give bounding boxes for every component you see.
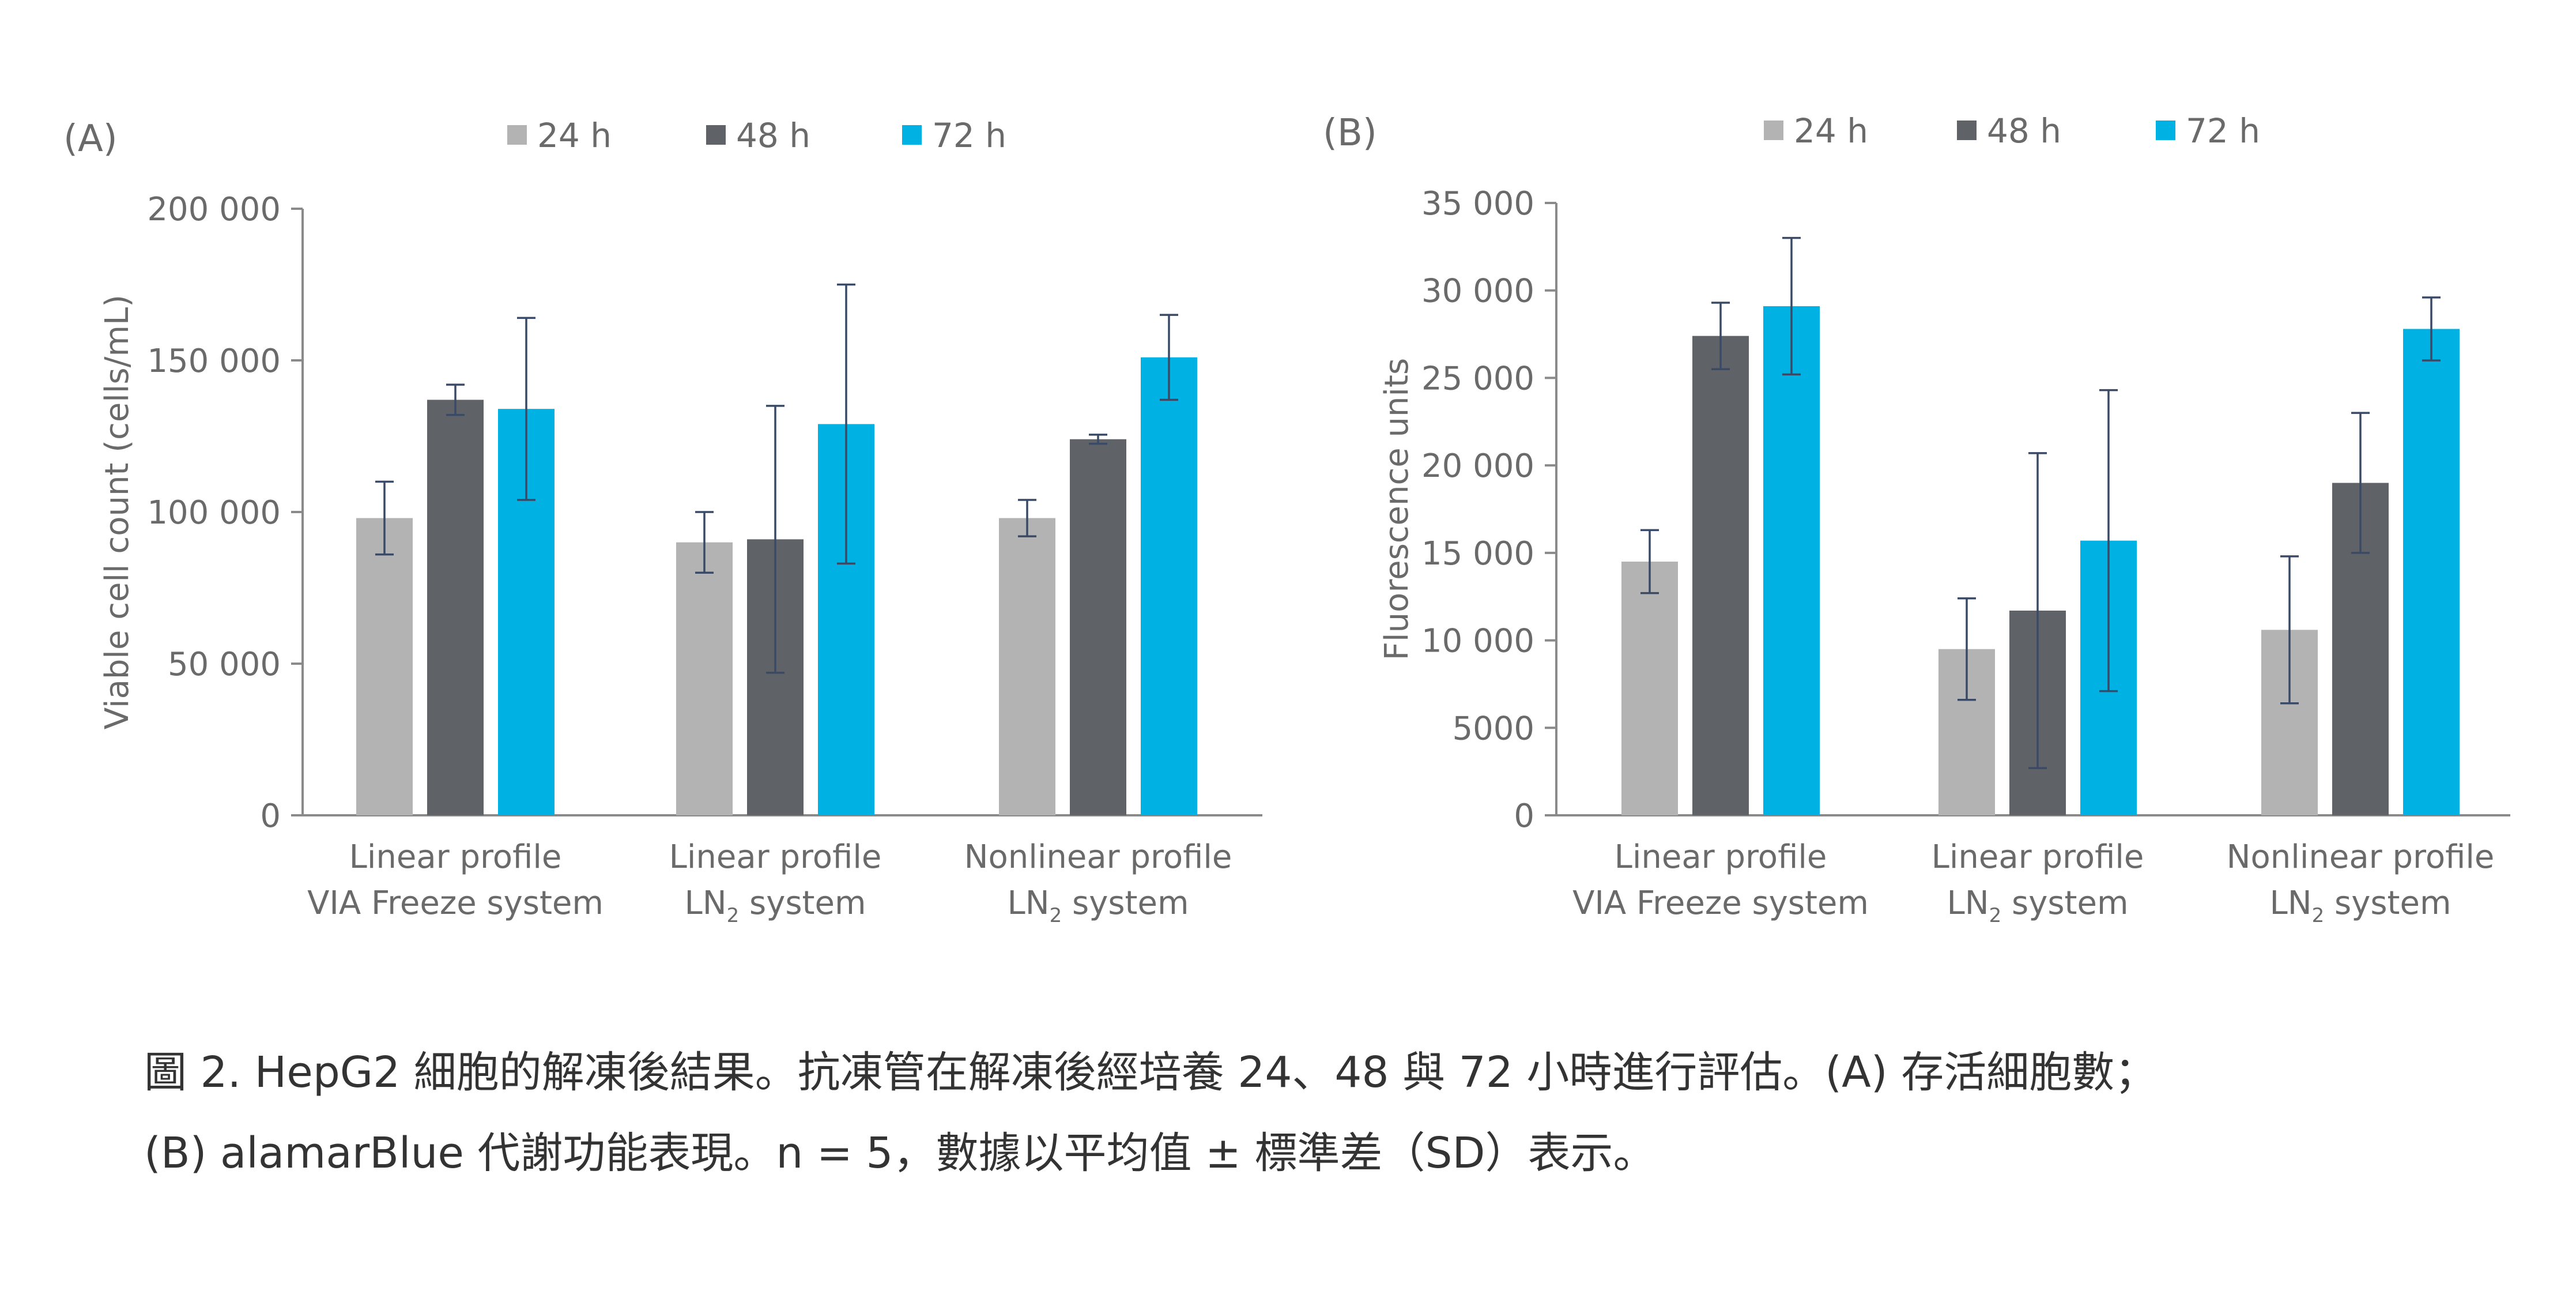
caption-line-1: 圖 2. HepG2 細胞的解凍後結果。抗凍管在解凍後經培養 24、48 與 7… <box>144 1048 2158 1097</box>
panel-label: (A) <box>63 118 118 160</box>
y-tick-label: 30 000 <box>1421 273 1534 310</box>
bar <box>427 400 484 815</box>
legend-swatch <box>1764 121 1783 140</box>
y-tick-label: 15 000 <box>1421 535 1534 573</box>
y-tick-label: 20 000 <box>1421 447 1534 485</box>
chart-panel-b: (B) 24 h 48 h 72 h 0 5000 10 000 15 000 20 000 25… <box>1323 111 2510 927</box>
bar <box>356 518 413 815</box>
y-tick-label: 5000 <box>1452 710 1534 747</box>
bar <box>1070 439 1126 815</box>
y-tick-label: 35 000 <box>1421 185 1534 223</box>
figure-charts: (A) 24 h 48 h 72 h 0 50 000 100 000 150 000 200 … <box>63 111 2510 927</box>
legend-swatch <box>902 125 922 145</box>
bar <box>676 542 733 815</box>
legend-label: 72 h <box>2186 111 2260 150</box>
x-category-label-line2: LN2 system <box>1947 884 2129 927</box>
y-tick-label: 0 <box>260 797 281 835</box>
legend-swatch <box>1957 121 1977 140</box>
bar <box>999 518 1055 815</box>
bar <box>1621 562 1678 815</box>
legend-swatch <box>2156 121 2175 140</box>
caption-line-2: (B) alamarBlue 代謝功能表現。n = 5，數據以平均值 ± 標準差… <box>144 1128 1656 1178</box>
y-tick-label: 50 000 <box>168 646 281 683</box>
x-category-label-line2: LN2 system <box>1008 884 1189 927</box>
x-category-label-line2: LN2 system <box>2270 884 2451 927</box>
x-category-label-line1: Linear profile <box>669 838 882 876</box>
x-category-label-line2: VIA Freeze system <box>1572 884 1869 922</box>
y-tick-label: 10 000 <box>1421 623 1534 660</box>
figure-caption: 圖 2. HepG2 細胞的解凍後結果。抗凍管在解凍後經培養 24、48 與 7… <box>144 1032 2479 1194</box>
x-category-label-line1: Linear profile <box>1615 838 1827 876</box>
legend-label: 48 h <box>1987 111 2061 150</box>
x-category-label-line1: Linear profile <box>349 838 562 876</box>
bar <box>1141 357 1197 815</box>
bar <box>1763 306 1820 815</box>
y-tick-label: 100 000 <box>147 494 281 532</box>
x-category-label-line2: LN2 system <box>685 884 866 927</box>
legend-label: 48 h <box>736 116 810 155</box>
legend-label: 72 h <box>932 116 1006 155</box>
x-category-label-line2: VIA Freeze system <box>307 884 604 922</box>
legend-swatch <box>706 125 726 145</box>
legend-label: 24 h <box>1794 111 1868 150</box>
x-category-label-line1: Linear profile <box>1932 838 2144 876</box>
y-axis-title: Fluorescence units <box>1378 358 1416 660</box>
bar <box>2403 329 2460 815</box>
x-category-label-line1: Nonlinear profile <box>2227 838 2495 876</box>
legend-swatch <box>507 125 527 145</box>
y-tick-label: 200 000 <box>147 191 281 228</box>
panel-label: (B) <box>1323 112 1377 155</box>
y-tick-label: 0 <box>1514 797 1534 835</box>
y-axis-title: Viable cell count (cells/mL) <box>99 295 136 729</box>
y-tick-label: 25 000 <box>1421 360 1534 397</box>
y-tick-label: 150 000 <box>147 342 281 380</box>
x-category-label-line1: Nonlinear profile <box>964 838 1232 876</box>
chart-panel-a: (A) 24 h 48 h 72 h 0 50 000 100 000 150 000 200 … <box>63 116 1262 927</box>
legend-label: 24 h <box>537 116 612 155</box>
bar <box>1692 336 1749 815</box>
